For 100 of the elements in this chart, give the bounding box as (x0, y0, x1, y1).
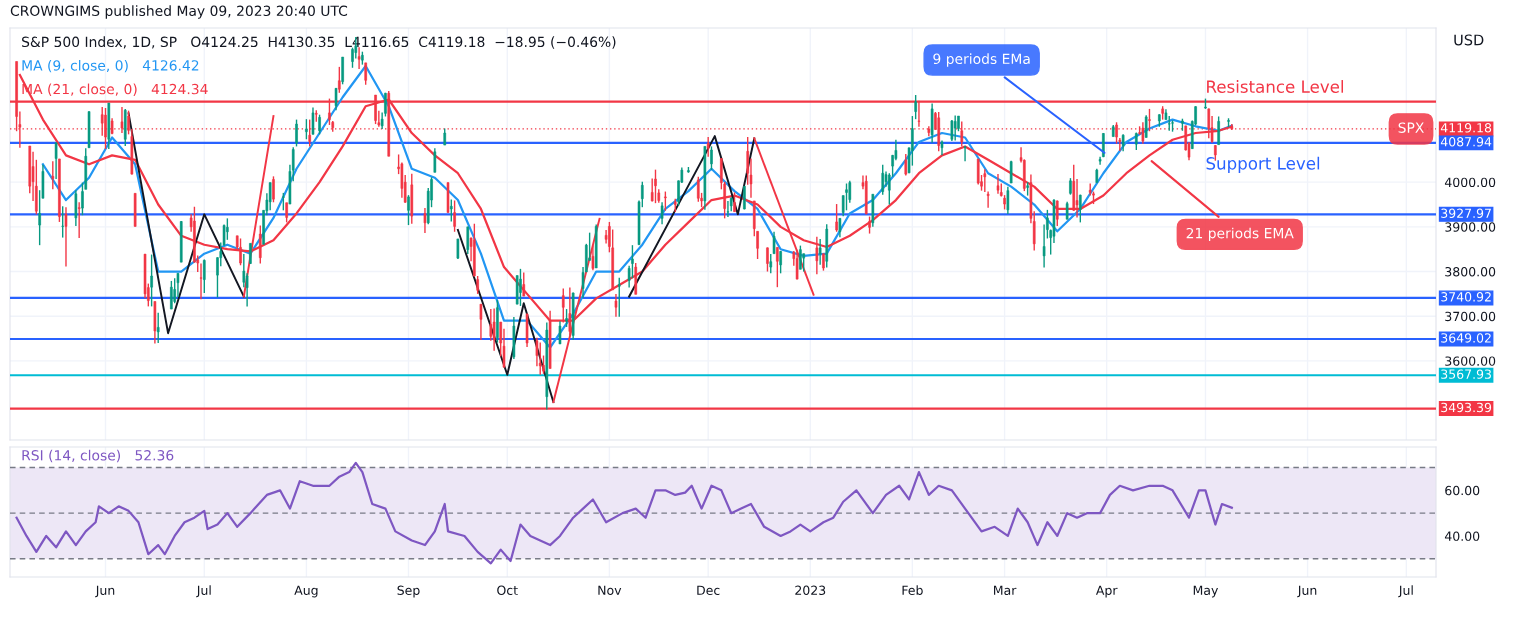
y-tick-label: 60.00 (1445, 485, 1480, 496)
candlestick (239, 237, 242, 266)
candlestick (953, 114, 957, 142)
candlestick (983, 168, 987, 193)
candlestick (199, 262, 203, 300)
candlestick (756, 230, 759, 260)
candlestick (1217, 115, 1220, 146)
candlestick (64, 206, 68, 268)
ref-line-label: 4087.94 (1440, 137, 1492, 147)
candlestick (1227, 117, 1230, 128)
candlestick (1158, 113, 1161, 128)
candlestick (318, 113, 321, 136)
text: RSI (14, close) 52.36 (22, 449, 174, 463)
x-tick-label: Oct (497, 585, 518, 596)
candlestick (1006, 185, 1010, 215)
candlestick (706, 136, 710, 158)
candlestick (538, 341, 542, 376)
candlestick (1055, 199, 1059, 227)
candlestick (1079, 193, 1082, 224)
ref-line-label: 3649.02 (1441, 333, 1491, 343)
line-series (456, 229, 555, 403)
ref-line-label: 3567.93 (1441, 369, 1491, 379)
x-tick-label: Sep (397, 585, 420, 598)
candlestick (710, 145, 713, 171)
candlestick (285, 202, 288, 224)
candlestick (522, 271, 526, 297)
candlestick (295, 118, 298, 148)
candlestick (450, 198, 453, 223)
text: MA (9, close, 0) 4126.42 (22, 59, 199, 73)
candlestick (51, 160, 55, 191)
candlestick (631, 244, 634, 279)
candlestick (1144, 114, 1148, 139)
y-tick-label: 40.00 (1444, 531, 1480, 541)
candlestick (100, 106, 104, 137)
candlestick (1207, 107, 1211, 140)
candlestick (654, 168, 657, 204)
candlestick (996, 173, 1000, 195)
candlestick (1069, 177, 1072, 196)
candlestick (1181, 118, 1184, 132)
annotation: 9 periods EMa (933, 53, 1030, 67)
candlestick (407, 194, 410, 226)
candlestick (614, 293, 618, 318)
candlestick (868, 215, 871, 235)
candlestick (687, 166, 690, 174)
candlestick (818, 238, 822, 266)
candlestick (519, 268, 522, 307)
ref-line-label: 3927.97 (1441, 208, 1491, 218)
candlestick (466, 226, 470, 255)
candlestick (772, 231, 776, 255)
candlestick (558, 320, 562, 345)
chart-title: CROWNGIMS published May 09, 2023 20:40 UTC (10, 5, 348, 19)
candlestick (272, 175, 275, 203)
candlestick (341, 56, 344, 85)
candlestick (845, 182, 848, 212)
y-axis-title: USD (1454, 34, 1484, 46)
candlestick (203, 258, 206, 294)
candlestick (1102, 132, 1105, 158)
candlestick (779, 250, 782, 275)
x-tick-label: Mar (994, 585, 1017, 596)
candlestick (54, 141, 58, 180)
y-tick-label: 3800.00 (1445, 267, 1496, 277)
candlestick (1003, 194, 1006, 211)
candlestick (838, 217, 842, 238)
candlestick (565, 308, 568, 328)
candlestick (268, 181, 272, 212)
x-tick-label: May (1193, 585, 1219, 598)
candlestick (986, 190, 990, 209)
x-tick-label: Nov (598, 585, 622, 596)
candlestick (305, 118, 308, 140)
annotation: 21 periods EMA (1186, 227, 1294, 242)
candlestick (364, 62, 367, 86)
candlestick (1171, 119, 1174, 133)
line-series (15, 461, 1233, 565)
x-tick-label: Jun (1297, 585, 1317, 598)
candlestick (357, 46, 361, 70)
candlestick (1075, 178, 1079, 219)
candlestick (815, 235, 819, 275)
candlestick (591, 244, 595, 271)
candlestick (835, 203, 838, 233)
candlestick (61, 205, 64, 239)
x-tick-label: Aug (294, 585, 318, 598)
candlestick (1098, 155, 1102, 166)
candlestick (799, 244, 802, 270)
candlestick (914, 94, 917, 120)
candlestick (150, 253, 153, 308)
candlestick (950, 119, 954, 142)
candlestick (479, 303, 483, 341)
candlestick (282, 192, 285, 212)
candlestick (453, 199, 456, 233)
candlestick (104, 107, 107, 150)
candlestick (733, 191, 736, 213)
candlestick (660, 201, 664, 225)
candlestick (726, 200, 730, 218)
candlestick (822, 252, 825, 272)
candlestick (361, 50, 364, 66)
candlestick (77, 201, 81, 239)
candlestick (170, 280, 173, 310)
candlestick (258, 224, 262, 265)
candlestick (423, 207, 427, 234)
x-tick-label: Apr (1095, 585, 1118, 598)
